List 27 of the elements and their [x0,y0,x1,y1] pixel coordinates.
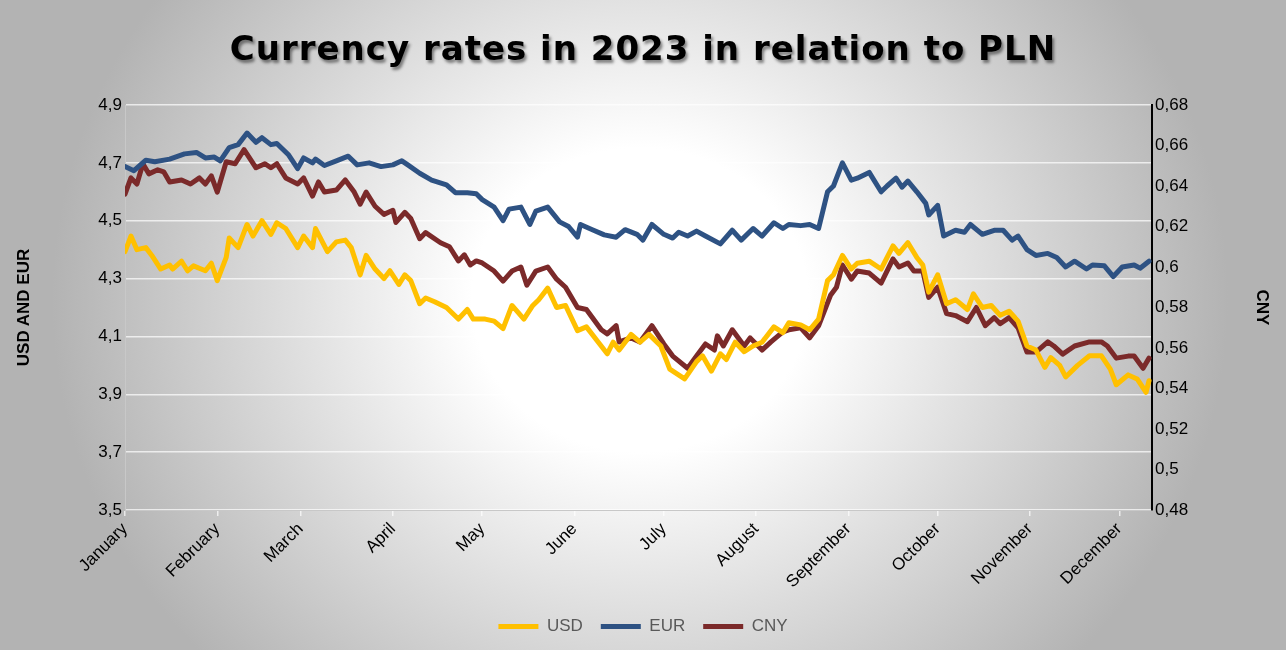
y2-tick-label: 0,5 [1155,459,1179,479]
x-tick-label: July [635,518,671,554]
x-tick-label: May [452,518,489,556]
y2-tick-label: 0,48 [1155,499,1189,519]
y2-tick-label: 0,68 [1155,94,1189,114]
y2-tick-label: 0,64 [1155,175,1189,195]
legend-label: CNY [751,616,788,636]
y2-tick-label: 0,6 [1155,256,1179,276]
y2-tick-label: 0,58 [1155,297,1189,317]
y2-tick-label: 0,56 [1155,337,1189,357]
y-axis-title: USD AND EUR [13,248,33,367]
y2-tick-label: 0,54 [1155,378,1189,398]
y-tick-label: 4,3 [98,268,122,288]
y-tick-label: 4,5 [98,210,122,230]
y2-tick-label: 0,52 [1155,418,1189,438]
chart-title: Currency rates in 2023 in relation to PLN [228,28,1058,68]
y-tick-label: 4,1 [98,326,122,346]
legend-label: USD [546,616,583,636]
y2-axis-title: CNY [1253,289,1273,327]
y2-tick-label: 0,62 [1155,216,1189,236]
y-tick-label: 4,7 [98,152,122,172]
y-tick-label: 3,9 [98,383,122,403]
legend-label: EUR [649,616,686,636]
y-tick-label: 3,5 [98,499,122,519]
y-tick-label: 4,9 [98,94,122,114]
y2-tick-label: 0,66 [1155,135,1189,155]
y-tick-label: 3,7 [98,441,122,461]
